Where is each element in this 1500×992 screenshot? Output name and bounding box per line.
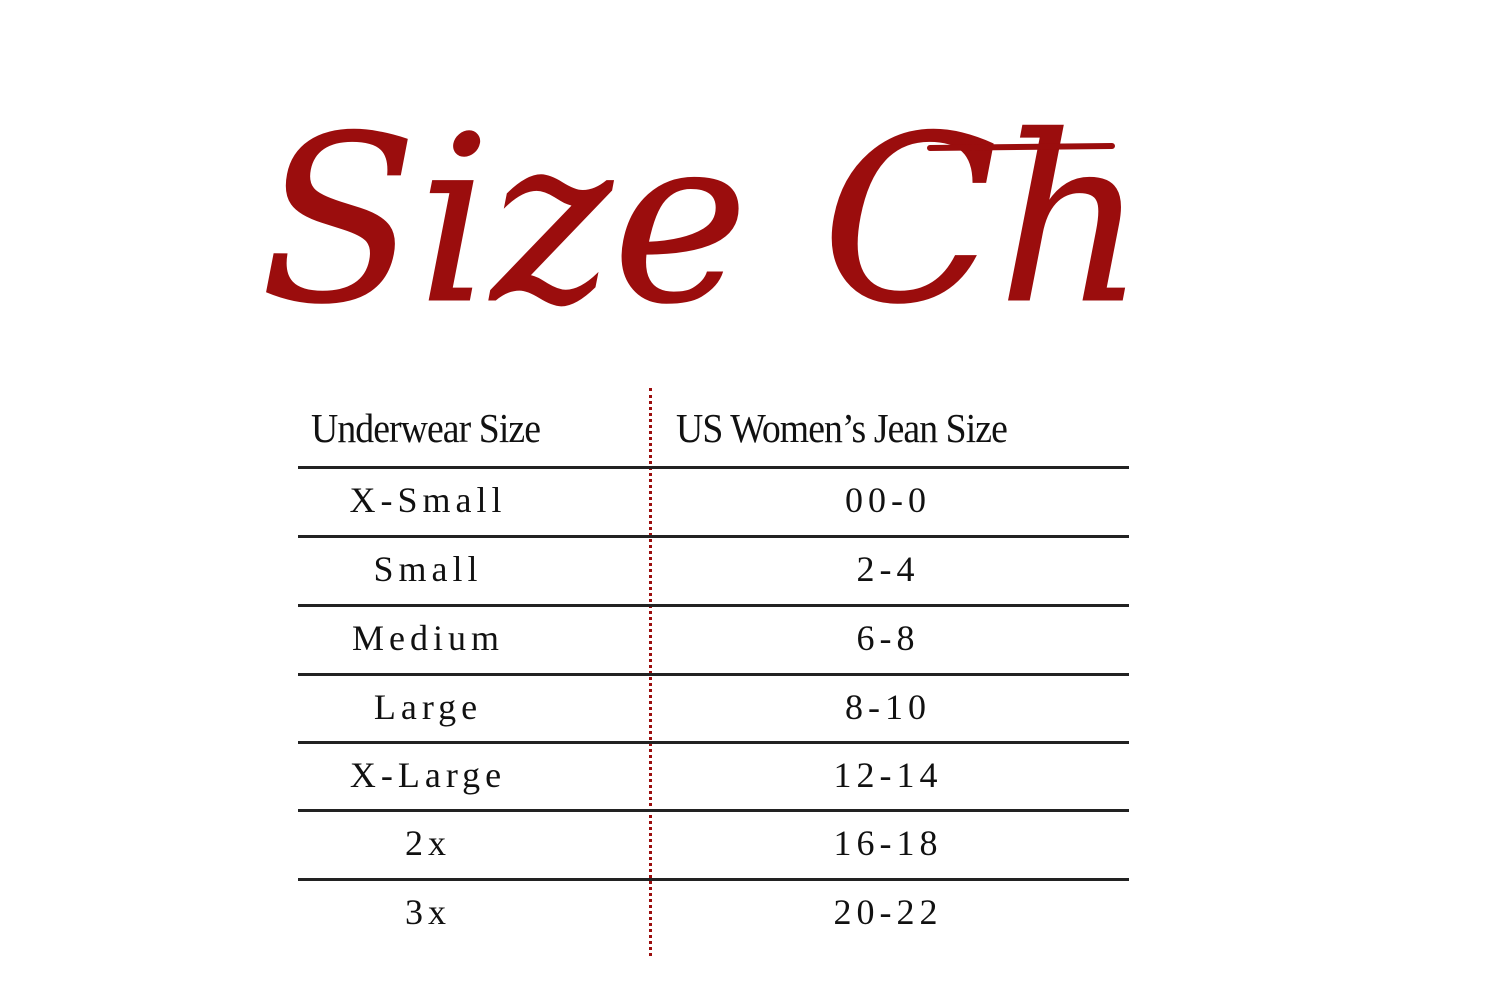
row-divider <box>298 741 1129 744</box>
jean-size-cell: 2-4 <box>856 549 920 589</box>
jean-size-cell: 16-18 <box>833 823 943 863</box>
page-title: Size Chart <box>260 88 1141 356</box>
underwear-size-cell: X-Small <box>349 480 507 520</box>
underwear-size-cell: Medium <box>352 618 504 658</box>
row-divider <box>298 535 1129 538</box>
jean-size-cell: 6-8 <box>856 618 920 658</box>
row-divider <box>298 466 1129 469</box>
jean-size-cell: 20-22 <box>833 892 943 932</box>
underwear-size-cell: Large <box>373 687 483 727</box>
column-divider <box>649 388 652 956</box>
row-divider <box>298 604 1129 607</box>
underwear-size-cell: X-Large <box>349 755 507 795</box>
underwear-size-cell: 3x <box>405 892 451 932</box>
header-jean-size: US Women’s Jean Size <box>676 405 1008 451</box>
title-flourish <box>927 143 1115 151</box>
row-divider <box>298 673 1129 676</box>
jean-size-cell: 00-0 <box>845 480 931 520</box>
jean-size-cell: 8-10 <box>845 687 931 727</box>
title-text: Size Chart <box>260 88 1140 355</box>
header-underwear-size: Underwear Size <box>311 405 541 451</box>
underwear-size-cell: Small <box>373 549 483 589</box>
underwear-size-cell: 2x <box>405 823 451 863</box>
row-divider <box>298 809 1129 812</box>
jean-size-cell: 12-14 <box>833 755 943 795</box>
row-divider <box>298 878 1129 881</box>
